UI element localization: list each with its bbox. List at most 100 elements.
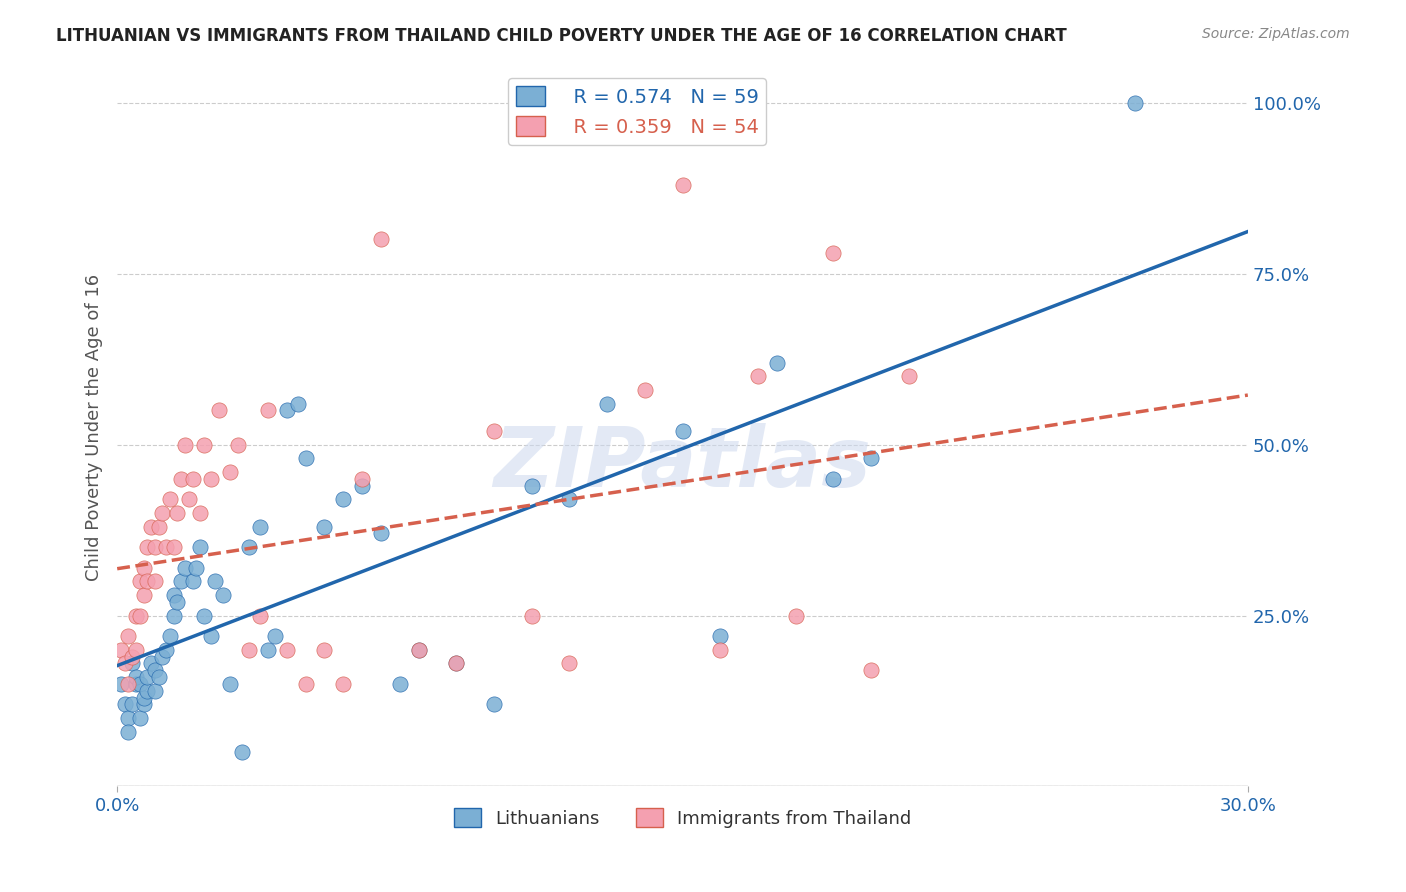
Point bbox=[388, 677, 411, 691]
Point bbox=[155, 540, 177, 554]
Point bbox=[238, 642, 260, 657]
Point bbox=[482, 424, 505, 438]
Point bbox=[634, 383, 657, 397]
Point bbox=[897, 369, 920, 384]
Point bbox=[558, 657, 581, 671]
Point bbox=[186, 560, 208, 574]
Point bbox=[823, 472, 845, 486]
Point bbox=[188, 540, 211, 554]
Point bbox=[125, 677, 148, 691]
Point bbox=[785, 608, 807, 623]
Point bbox=[181, 472, 204, 486]
Point bbox=[709, 642, 731, 657]
Point bbox=[257, 642, 280, 657]
Point bbox=[408, 642, 430, 657]
Point bbox=[121, 657, 143, 671]
Point bbox=[408, 642, 430, 657]
Point bbox=[211, 588, 233, 602]
Point bbox=[226, 437, 249, 451]
Point bbox=[128, 608, 150, 623]
Point bbox=[352, 478, 374, 492]
Point bbox=[314, 519, 336, 533]
Text: Source: ZipAtlas.com: Source: ZipAtlas.com bbox=[1202, 27, 1350, 41]
Point bbox=[152, 649, 174, 664]
Point bbox=[110, 642, 132, 657]
Point bbox=[163, 588, 186, 602]
Point bbox=[446, 657, 468, 671]
Point bbox=[148, 519, 170, 533]
Point bbox=[219, 677, 242, 691]
Point bbox=[219, 465, 242, 479]
Point bbox=[193, 437, 215, 451]
Point bbox=[1123, 95, 1146, 110]
Point bbox=[125, 670, 148, 684]
Point bbox=[558, 492, 581, 507]
Text: LITHUANIAN VS IMMIGRANTS FROM THAILAND CHILD POVERTY UNDER THE AGE OF 16 CORRELA: LITHUANIAN VS IMMIGRANTS FROM THAILAND C… bbox=[56, 27, 1067, 45]
Point bbox=[128, 677, 150, 691]
Point bbox=[121, 649, 143, 664]
Point bbox=[143, 663, 166, 677]
Legend: Lithuanians, Immigrants from Thailand: Lithuanians, Immigrants from Thailand bbox=[446, 801, 918, 835]
Point bbox=[204, 574, 226, 589]
Point bbox=[136, 670, 159, 684]
Point bbox=[121, 698, 143, 712]
Point bbox=[294, 677, 316, 691]
Point bbox=[128, 711, 150, 725]
Point bbox=[520, 478, 543, 492]
Point bbox=[314, 642, 336, 657]
Point bbox=[117, 711, 139, 725]
Point bbox=[155, 642, 177, 657]
Point bbox=[117, 629, 139, 643]
Point bbox=[332, 677, 354, 691]
Point bbox=[114, 657, 136, 671]
Point bbox=[117, 677, 139, 691]
Point bbox=[747, 369, 769, 384]
Point bbox=[132, 698, 155, 712]
Point bbox=[249, 608, 271, 623]
Point bbox=[482, 698, 505, 712]
Point bbox=[143, 683, 166, 698]
Point bbox=[163, 540, 186, 554]
Text: ZIPatlas: ZIPatlas bbox=[494, 423, 872, 504]
Point bbox=[148, 670, 170, 684]
Point bbox=[117, 724, 139, 739]
Point bbox=[200, 472, 222, 486]
Point bbox=[143, 574, 166, 589]
Point bbox=[823, 246, 845, 260]
Point bbox=[114, 698, 136, 712]
Point bbox=[152, 506, 174, 520]
Point bbox=[257, 403, 280, 417]
Point bbox=[139, 657, 162, 671]
Point bbox=[859, 451, 882, 466]
Point bbox=[128, 574, 150, 589]
Point bbox=[352, 472, 374, 486]
Point bbox=[276, 403, 298, 417]
Point bbox=[181, 574, 204, 589]
Point bbox=[139, 519, 162, 533]
Point bbox=[249, 519, 271, 533]
Point bbox=[709, 629, 731, 643]
Y-axis label: Child Poverty Under the Age of 16: Child Poverty Under the Age of 16 bbox=[86, 274, 103, 581]
Point bbox=[188, 506, 211, 520]
Point bbox=[294, 451, 316, 466]
Point bbox=[276, 642, 298, 657]
Point bbox=[174, 437, 197, 451]
Point bbox=[159, 492, 181, 507]
Point bbox=[520, 608, 543, 623]
Point bbox=[143, 540, 166, 554]
Point bbox=[110, 677, 132, 691]
Point bbox=[332, 492, 354, 507]
Point bbox=[238, 540, 260, 554]
Point bbox=[125, 642, 148, 657]
Point bbox=[174, 560, 197, 574]
Point bbox=[596, 396, 619, 410]
Point bbox=[231, 745, 253, 759]
Point bbox=[159, 629, 181, 643]
Point bbox=[370, 232, 392, 246]
Point bbox=[177, 492, 200, 507]
Point bbox=[132, 690, 155, 705]
Point bbox=[859, 663, 882, 677]
Point bbox=[170, 574, 193, 589]
Point bbox=[208, 403, 231, 417]
Point bbox=[132, 560, 155, 574]
